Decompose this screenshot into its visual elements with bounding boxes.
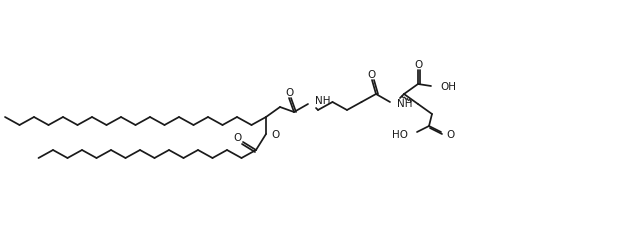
Text: O: O (415, 60, 423, 70)
Text: NH: NH (315, 96, 330, 106)
Text: O: O (368, 70, 376, 80)
Text: NH: NH (397, 99, 412, 109)
Text: O: O (446, 130, 454, 140)
Text: O: O (286, 88, 294, 98)
Text: O: O (234, 133, 242, 143)
Text: O: O (271, 130, 279, 140)
Text: OH: OH (440, 82, 456, 92)
Text: HO: HO (392, 130, 408, 140)
